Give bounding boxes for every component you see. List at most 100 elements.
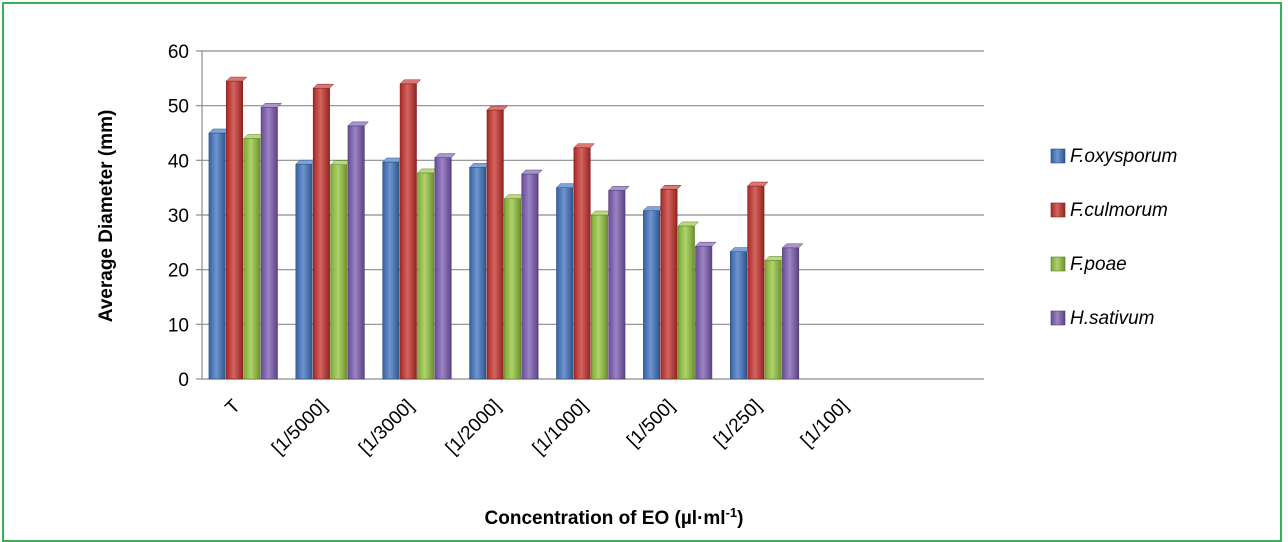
- bar-body: [469, 167, 487, 380]
- bar-top: [399, 79, 422, 85]
- x-axis-title: Concentration of EO (µl·ml-1): [485, 505, 744, 530]
- bar-body: [243, 138, 261, 380]
- bar-top: [747, 181, 769, 187]
- bar-F.poae-[1/2000]: [503, 194, 526, 380]
- bar-body: [504, 198, 522, 380]
- legend-item: F.poae: [1050, 254, 1127, 275]
- legend: F.oxysporum F.culmorum F.poae H.sativum: [1050, 146, 1177, 329]
- y-tick-labels: 0 10 20 30 40 50 60: [168, 42, 189, 391]
- legend-label: F.oxysporum: [1070, 146, 1177, 167]
- bar-body: [486, 109, 504, 380]
- bar-H.sativum-[1/500]: [694, 241, 717, 380]
- bar-top: [694, 241, 717, 247]
- x-tick-label: [1/5000]: [268, 396, 331, 459]
- bar-body: [747, 185, 765, 380]
- x-tick-label: T: [222, 395, 245, 418]
- legend-swatch: [1050, 310, 1066, 326]
- bar-body: [226, 80, 244, 380]
- legend-swatch: [1050, 202, 1066, 218]
- bar-F.oxysporum-[1/1000]: [555, 183, 578, 380]
- bar-F.culmorum-[1/2000]: [486, 105, 508, 380]
- bar-body: [260, 107, 278, 380]
- bar-body: [208, 132, 226, 380]
- bar-F.culmorum-T: [225, 76, 248, 380]
- y-tick-label: 50: [168, 97, 189, 118]
- bar-F.poae-[1/5000]: [329, 160, 352, 380]
- bars: [208, 76, 804, 380]
- bar-body: [295, 163, 313, 380]
- bar-top: [521, 169, 543, 175]
- bar-body: [660, 189, 678, 380]
- bar-top: [260, 103, 283, 108]
- legend-item: F.oxysporum: [1050, 146, 1177, 167]
- bar-body: [782, 247, 800, 380]
- bar-body: [417, 172, 435, 380]
- bar-top: [486, 105, 508, 111]
- y-tick-label: 40: [168, 151, 189, 172]
- bar-F.oxysporum-[1/3000]: [382, 157, 404, 380]
- bar-F.poae-[1/3000]: [416, 168, 439, 380]
- y-tick-label: 30: [168, 206, 189, 227]
- bar-body: [643, 210, 661, 380]
- y-tick-label: 20: [168, 261, 189, 282]
- bar-F.culmorum-[1/250]: [747, 181, 769, 380]
- bar-H.sativum-[1/1000]: [608, 186, 630, 380]
- x-tick-labels: T [1/5000] [1/3000] [1/2000] [1/1000] [1/500]…: [222, 395, 853, 459]
- bar-H.sativum-T: [260, 103, 283, 380]
- bar-top: [660, 185, 682, 190]
- x-axis-title-sup: -1: [726, 505, 738, 520]
- bar-F.culmorum-[1/1000]: [573, 143, 595, 380]
- bar-top: [434, 153, 456, 158]
- bar-body: [399, 83, 417, 380]
- x-tick-label: [1/2000]: [442, 396, 505, 459]
- bar-F.poae-[1/250]: [764, 256, 787, 380]
- legend-item: H.sativum: [1050, 308, 1154, 329]
- x-axis-title-main: Concentration of EO (µl·ml: [485, 508, 726, 529]
- legend-label: H.sativum: [1070, 308, 1154, 329]
- bar-top: [347, 121, 369, 127]
- bar-top: [608, 186, 630, 191]
- bar-H.sativum-[1/2000]: [521, 169, 543, 380]
- x-tick-label: [1/250]: [710, 396, 766, 452]
- bar-body: [677, 225, 695, 380]
- bar-F.poae-[1/500]: [677, 221, 700, 380]
- bar-body: [312, 87, 330, 380]
- bar-body: [330, 164, 348, 380]
- bar-F.poae-T: [243, 134, 265, 380]
- bar-H.sativum-[1/5000]: [347, 121, 369, 380]
- bar-F.culmorum-[1/3000]: [399, 79, 422, 380]
- legend-swatch: [1050, 148, 1066, 164]
- bar-F.culmorum-[1/500]: [660, 185, 682, 380]
- bar-body: [573, 147, 591, 380]
- bar-chart: 0 10 20 30 40 50 60 T [1/5000] [1/3000] [1/2000] […: [96, 42, 1177, 530]
- bar-body: [764, 260, 782, 380]
- bar-top: [677, 221, 700, 227]
- bar-body: [434, 157, 452, 380]
- bar-body: [729, 251, 747, 380]
- bar-body: [590, 214, 608, 380]
- legend-swatch: [1050, 256, 1066, 272]
- bar-body: [608, 190, 626, 380]
- bar-top: [312, 83, 335, 89]
- legend-label: F.culmorum: [1070, 200, 1168, 221]
- bar-top: [781, 243, 804, 249]
- bar-top: [225, 76, 248, 82]
- x-axis-title-end: ): [737, 508, 743, 529]
- bar-H.sativum-[1/250]: [781, 243, 804, 380]
- legend-item: F.culmorum: [1050, 200, 1168, 221]
- bar-F.culmorum-[1/5000]: [312, 83, 335, 380]
- bar-body: [347, 125, 365, 380]
- bar-body: [695, 245, 713, 380]
- bar-H.sativum-[1/3000]: [434, 153, 456, 380]
- bar-body: [556, 187, 574, 380]
- x-tick-label: [1/1000]: [529, 396, 592, 459]
- bar-F.poae-[1/1000]: [590, 210, 613, 380]
- y-tick-label: 60: [168, 42, 189, 63]
- x-tick-label: [1/3000]: [355, 396, 418, 459]
- y-tick-label: 10: [168, 315, 189, 336]
- bar-top: [573, 143, 595, 149]
- y-tick-label: 0: [178, 370, 189, 391]
- x-tick-label: [1/100]: [797, 396, 853, 452]
- bar-F.oxysporum-[1/5000]: [295, 159, 317, 380]
